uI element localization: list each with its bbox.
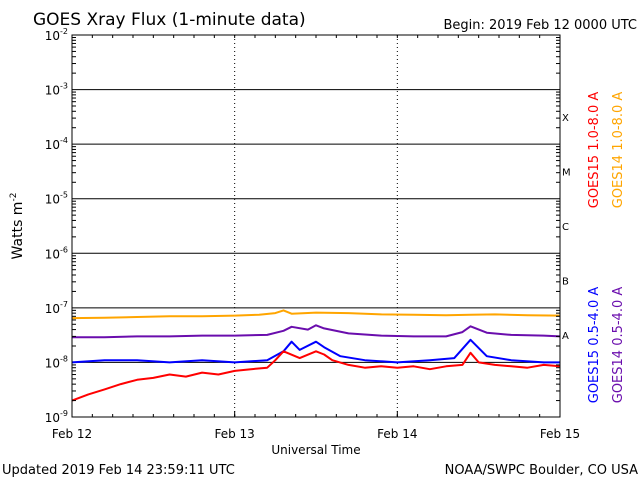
y-tick-base: 10 [45,138,60,152]
x-tick-label: Feb 14 [377,427,417,441]
source-label: NOAA/SWPC Boulder, CO USA [445,463,638,478]
flare-class-label: M [562,167,571,178]
y-tick-label: 10-6 [45,245,68,261]
y-axis-label-sup: -2 [9,193,19,202]
y-tick-base: 10 [45,247,60,261]
y-tick-label: 10-8 [45,354,68,370]
y-tick-label: 10-4 [45,136,68,152]
y-tick-exponent: -7 [60,300,68,309]
y-tick-exponent: -9 [60,409,68,418]
y-tick-exponent: -5 [60,191,68,200]
y-tick-base: 10 [45,29,60,43]
legend-entry: GOES15 0.5-4.0 A [587,287,602,404]
x-tick-label: Feb 13 [214,427,254,441]
y-tick-exponent: -3 [60,82,68,91]
x-axis-label: Universal Time [271,443,360,457]
y-tick-exponent: -8 [60,354,68,363]
legend-entry: GOES15 1.0-8.0 A [587,92,602,209]
y-tick-base: 10 [45,84,60,98]
y-tick-exponent: -2 [60,27,68,36]
legend-entry: GOES14 1.0-8.0 A [611,92,626,209]
y-tick-label: 10-2 [45,27,68,43]
y-tick-label: 10-9 [45,409,68,425]
x-tick-label: Feb 15 [540,427,580,441]
y-tick-base: 10 [45,356,60,370]
flare-class-label: X [562,113,569,124]
y-tick-exponent: -6 [60,245,68,254]
y-tick-exponent: -4 [60,136,68,145]
series-line [71,350,561,402]
y-tick-label: 10-5 [45,191,68,207]
flare-class-label: B [562,277,569,288]
x-tick-label: Feb 12 [52,427,92,441]
y-tick-label: 10-7 [45,300,68,316]
updated-label: Updated 2019 Feb 14 23:59:11 UTC [2,463,235,478]
series-layer [71,309,561,402]
series-line [72,324,561,339]
series-line [71,338,560,364]
legend-entry: GOES14 0.5-4.0 A [611,287,626,404]
chart-title: GOES Xray Flux (1-minute data) [33,10,306,30]
begin-label: Begin: 2019 Feb 12 0000 UTC [443,18,637,33]
y-tick-base: 10 [45,302,60,316]
y-axis-label-text: Watts m [10,202,26,260]
y-tick-base: 10 [45,411,60,425]
y-tick-label: 10-3 [45,82,68,98]
legend: GOES15 1.0-8.0 A GOES14 1.0-8.0 A GOES15 0… [587,92,626,404]
series-line [71,309,561,320]
y-tick-base: 10 [45,193,60,207]
grid-layer [72,35,560,417]
y-axis-label: Watts m-2 [9,193,26,260]
flare-class-label: A [562,331,569,342]
flare-class-label: C [562,222,569,233]
